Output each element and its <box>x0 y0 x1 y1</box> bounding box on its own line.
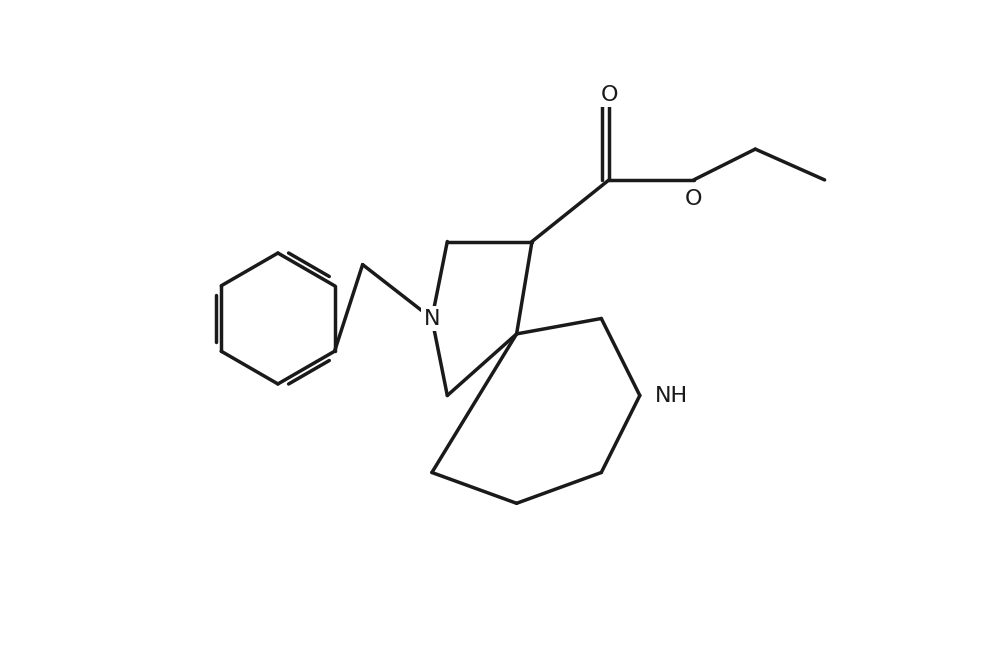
Text: O: O <box>685 189 702 209</box>
Text: N: N <box>424 309 440 329</box>
Text: NH: NH <box>655 386 688 406</box>
Text: O: O <box>600 85 618 105</box>
